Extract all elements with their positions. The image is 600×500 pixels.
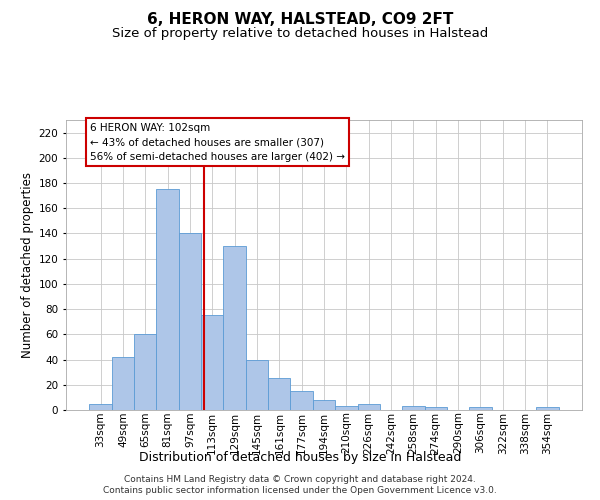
- Bar: [201, 316, 223, 410]
- Bar: [402, 406, 425, 410]
- Bar: [112, 357, 134, 410]
- Bar: [358, 404, 380, 410]
- Bar: [246, 360, 268, 410]
- Bar: [335, 406, 358, 410]
- Bar: [157, 190, 179, 410]
- Bar: [425, 408, 447, 410]
- Bar: [179, 234, 201, 410]
- Bar: [290, 391, 313, 410]
- Y-axis label: Number of detached properties: Number of detached properties: [22, 172, 34, 358]
- Bar: [223, 246, 246, 410]
- Bar: [134, 334, 157, 410]
- Text: Size of property relative to detached houses in Halstead: Size of property relative to detached ho…: [112, 28, 488, 40]
- Bar: [89, 404, 112, 410]
- Text: Contains HM Land Registry data © Crown copyright and database right 2024.: Contains HM Land Registry data © Crown c…: [124, 475, 476, 484]
- Text: Contains public sector information licensed under the Open Government Licence v3: Contains public sector information licen…: [103, 486, 497, 495]
- Text: 6 HERON WAY: 102sqm
← 43% of detached houses are smaller (307)
56% of semi-detac: 6 HERON WAY: 102sqm ← 43% of detached ho…: [90, 122, 345, 162]
- Bar: [268, 378, 290, 410]
- Text: Distribution of detached houses by size in Halstead: Distribution of detached houses by size …: [139, 451, 461, 464]
- Text: 6, HERON WAY, HALSTEAD, CO9 2FT: 6, HERON WAY, HALSTEAD, CO9 2FT: [147, 12, 453, 28]
- Bar: [313, 400, 335, 410]
- Bar: [469, 408, 491, 410]
- Bar: [536, 408, 559, 410]
